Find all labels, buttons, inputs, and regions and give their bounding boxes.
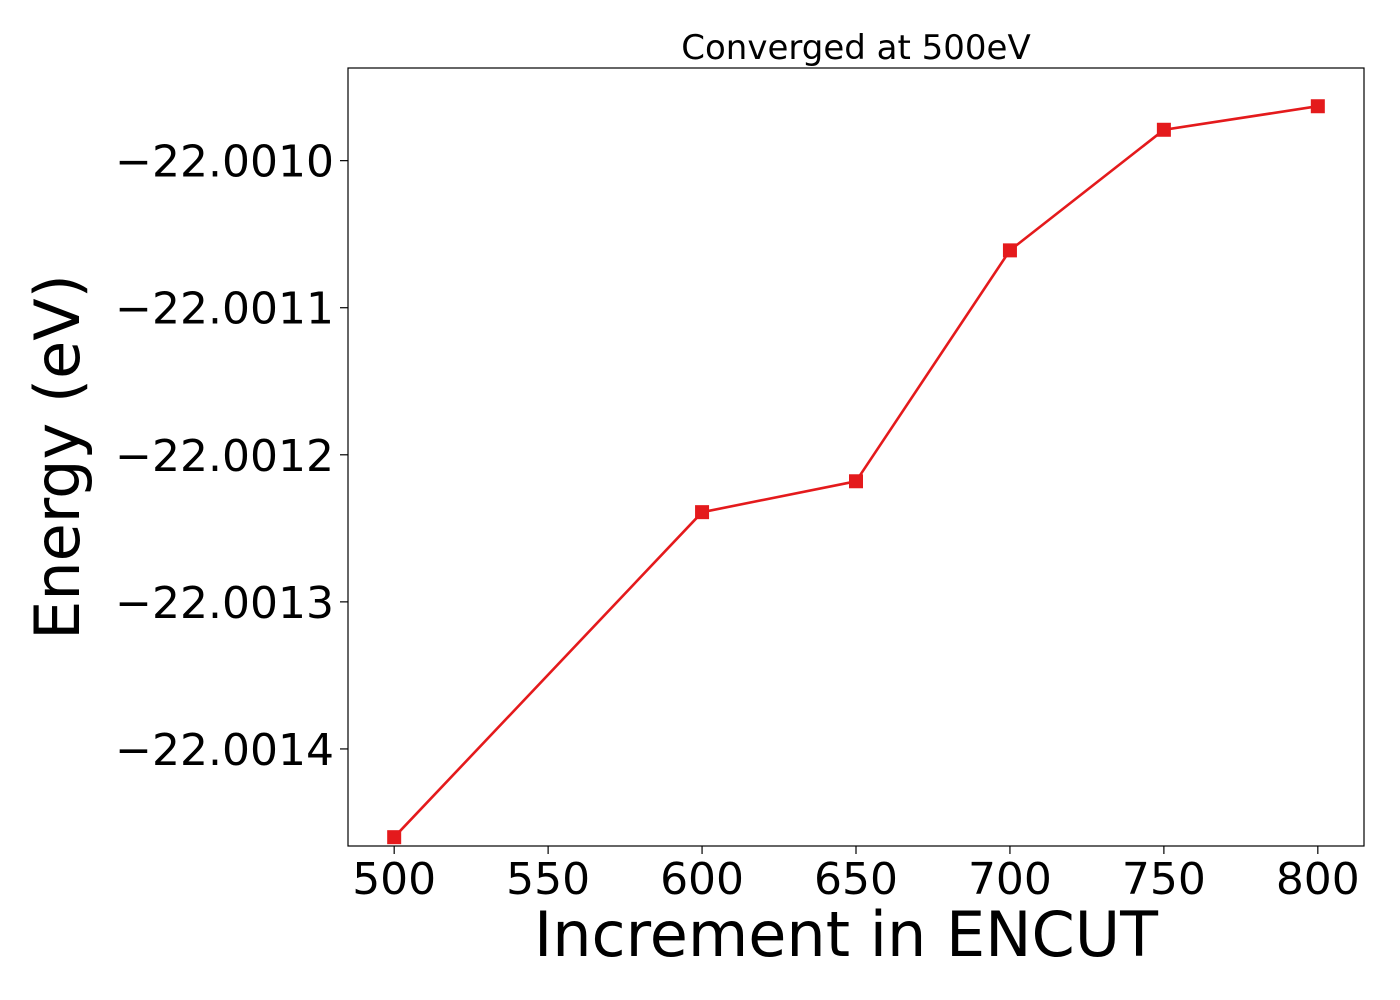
x-tick-label: 650 <box>814 854 898 905</box>
x-axis-label: Increment in ENCUT <box>534 898 1159 971</box>
data-point-marker <box>849 474 863 489</box>
y-tick-label: −22.0014 <box>115 725 334 776</box>
data-point-marker <box>1310 99 1325 114</box>
x-tick-label: 500 <box>352 854 436 905</box>
y-tick-label: −22.0012 <box>115 431 334 482</box>
x-tick-label: 800 <box>1276 854 1360 905</box>
x-tick-label: 750 <box>1122 854 1206 905</box>
series-layer <box>387 99 1325 845</box>
data-point-marker <box>1156 122 1171 137</box>
x-tick-label: 600 <box>660 854 744 905</box>
y-tick-label: −22.0010 <box>115 137 334 188</box>
x-tick-label: 700 <box>968 854 1052 905</box>
y-tick-label: −22.0011 <box>115 284 334 335</box>
y-axis-label: Energy (eV) <box>21 274 94 640</box>
y-tick-label: −22.0013 <box>115 578 334 629</box>
data-point-marker <box>1002 243 1017 258</box>
plot-area-frame <box>347 67 1365 847</box>
chart-title: Converged at 500eV <box>681 28 1030 68</box>
data-point-marker <box>387 830 402 845</box>
series-line <box>393 104 1318 839</box>
axis-ticks: 500 550 600 650 700 750 800 −22.0014 −22.0013 −22… <box>115 137 1360 905</box>
data-point-marker <box>695 505 710 520</box>
x-tick-label: 550 <box>506 854 590 905</box>
